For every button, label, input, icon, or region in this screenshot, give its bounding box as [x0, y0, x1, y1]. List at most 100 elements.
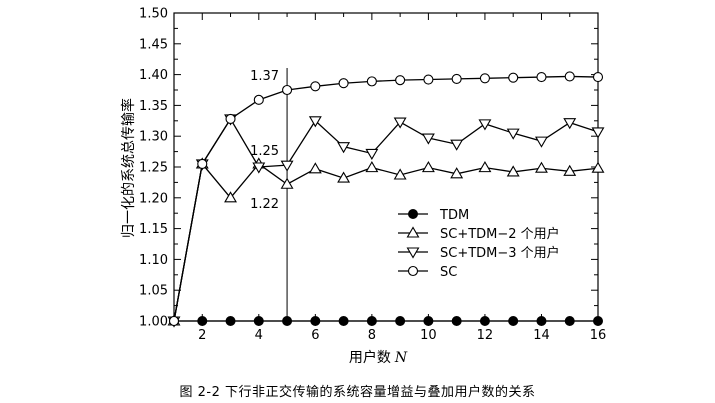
- x-tick-label: 2: [198, 328, 206, 343]
- y-tick-label: 1.35: [139, 99, 168, 114]
- series-line-sc: [173, 75, 599, 322]
- data-point-sc-tdm-3: [506, 128, 520, 140]
- series-line-sc-tdm-3: [173, 117, 599, 322]
- series-sc-tdm-3: [167, 114, 605, 328]
- annotation-label: 1.37: [250, 69, 279, 84]
- data-point-sc: [508, 72, 519, 83]
- y-tick-label: 1.50: [139, 7, 168, 22]
- data-point-tdm: [310, 316, 321, 326]
- y-tick-label: 1.30: [139, 130, 168, 145]
- y-tick-label: 1.40: [139, 68, 168, 83]
- data-point-sc: [338, 78, 349, 89]
- x-tick-label: 16: [590, 328, 607, 343]
- data-point-sc-tdm-2: [506, 165, 520, 177]
- data-point-sc: [366, 76, 377, 87]
- annotation-label: 1.25: [250, 144, 279, 159]
- data-point-sc-tdm-3: [535, 136, 548, 148]
- series-line-sc-tdm-2: [173, 162, 599, 322]
- series-group: [167, 71, 605, 328]
- data-point-sc: [536, 72, 547, 83]
- data-point-tdm: [197, 316, 208, 326]
- data-point-sc-tdm-3: [591, 127, 605, 139]
- legend-marker: [406, 247, 420, 259]
- data-point-sc-tdm-3: [308, 116, 322, 128]
- legend-label: SC+TDM−3 个用户: [440, 245, 560, 261]
- data-point-sc-tdm-3: [478, 119, 492, 131]
- data-point-tdm: [225, 316, 236, 326]
- y-tick-label: 1.20: [139, 191, 168, 206]
- data-point-sc-tdm-3: [252, 162, 266, 174]
- data-point-sc-tdm-3: [563, 118, 577, 130]
- data-point-sc: [592, 72, 604, 83]
- data-point-tdm: [479, 316, 490, 326]
- data-point-sc-tdm-3: [280, 160, 294, 172]
- legend-item-sc-tdm-2: SC+TDM−2 个用户: [398, 226, 560, 242]
- legend-marker: [406, 226, 420, 238]
- series-tdm: [169, 316, 603, 326]
- data-point-tdm: [366, 316, 377, 326]
- y-tick-label: 1.45: [139, 37, 168, 52]
- legend-marker: [407, 265, 419, 277]
- data-point-sc-tdm-2: [365, 161, 379, 173]
- data-point-sc: [253, 94, 264, 105]
- data-point-sc: [282, 84, 293, 96]
- data-point-sc-tdm-2: [591, 161, 605, 173]
- y-tick-label: 1.15: [139, 222, 168, 237]
- data-point-sc-tdm-2: [535, 161, 548, 173]
- x-axis-label: 用户数 N: [349, 349, 408, 366]
- y-tick-label: 1.05: [139, 284, 168, 299]
- legend-item-sc-tdm-3: SC+TDM−3 个用户: [398, 245, 560, 261]
- data-point-sc-tdm-2: [280, 177, 294, 189]
- data-point-tdm: [536, 316, 547, 326]
- data-point-sc-tdm-2: [421, 161, 435, 173]
- data-point-sc: [395, 75, 406, 86]
- annotation-label: 1.22: [250, 197, 279, 212]
- figure-caption: 图 2-2 下行非正交传输的系统容量增益与叠加用户数的关系: [179, 385, 536, 400]
- x-axis-label-text: 用户数: [349, 349, 391, 366]
- x-tick-label: 12: [477, 328, 494, 343]
- legend-item-sc: SC: [398, 265, 457, 280]
- data-point-sc: [423, 74, 434, 85]
- x-tick-label: 4: [255, 328, 263, 343]
- data-point-sc-tdm-3: [393, 117, 407, 129]
- data-point-sc-tdm-3: [421, 133, 435, 145]
- data-point-sc: [310, 81, 321, 92]
- x-tick-label: 10: [420, 328, 437, 343]
- data-point-tdm: [253, 316, 264, 326]
- legend-label: TDM: [439, 208, 469, 223]
- legend: TDM SC+TDM−2 个用户 SC+TDM−3 个用户 SC: [398, 208, 560, 280]
- data-point-sc-tdm-3: [337, 142, 351, 154]
- data-point-tdm: [593, 316, 603, 326]
- data-point-sc-tdm-2: [450, 167, 464, 179]
- legend-label: SC+TDM−2 个用户: [440, 226, 560, 242]
- x-tick-label: 6: [311, 328, 319, 343]
- data-point-sc-tdm-2: [308, 162, 322, 174]
- data-point-tdm: [508, 316, 519, 326]
- x-tick-label: 14: [533, 328, 550, 343]
- data-point-sc: [564, 71, 575, 82]
- y-axis-label: 归一化的系统总传输率: [120, 98, 137, 238]
- data-point-sc: [479, 73, 490, 84]
- legend-item-tdm: TDM: [398, 208, 469, 223]
- chart: 2 4 6 8 10 12 14 16 1.00 1.05 1.10 1.15 1.20 1.25 1.30…: [120, 7, 606, 367]
- data-point-tdm: [564, 316, 575, 326]
- y-tick-label: 1.10: [139, 253, 168, 268]
- axes: 2 4 6 8 10 12 14 16 1.00 1.05 1.10 1.15 1.20 1.25 1.30…: [139, 7, 606, 344]
- data-point-sc-tdm-3: [365, 148, 379, 161]
- data-point-sc-tdm-2: [337, 171, 351, 183]
- data-point-sc-tdm-2: [563, 164, 577, 176]
- data-point-tdm: [395, 316, 406, 326]
- data-point-sc: [225, 113, 236, 125]
- x-axis-label-symbol: N: [394, 350, 408, 366]
- legend-label: SC: [440, 265, 457, 280]
- y-tick-label: 1.00: [139, 315, 168, 330]
- series-sc: [168, 71, 604, 327]
- data-point-tdm: [423, 316, 434, 326]
- data-point-sc-tdm-2: [393, 168, 407, 180]
- y-tick-label: 1.25: [139, 161, 168, 176]
- data-point-tdm: [338, 316, 349, 326]
- data-point-sc-tdm-2: [224, 191, 237, 203]
- plot-frame: [173, 12, 599, 322]
- data-point-sc: [451, 73, 462, 84]
- data-point-sc: [168, 315, 180, 327]
